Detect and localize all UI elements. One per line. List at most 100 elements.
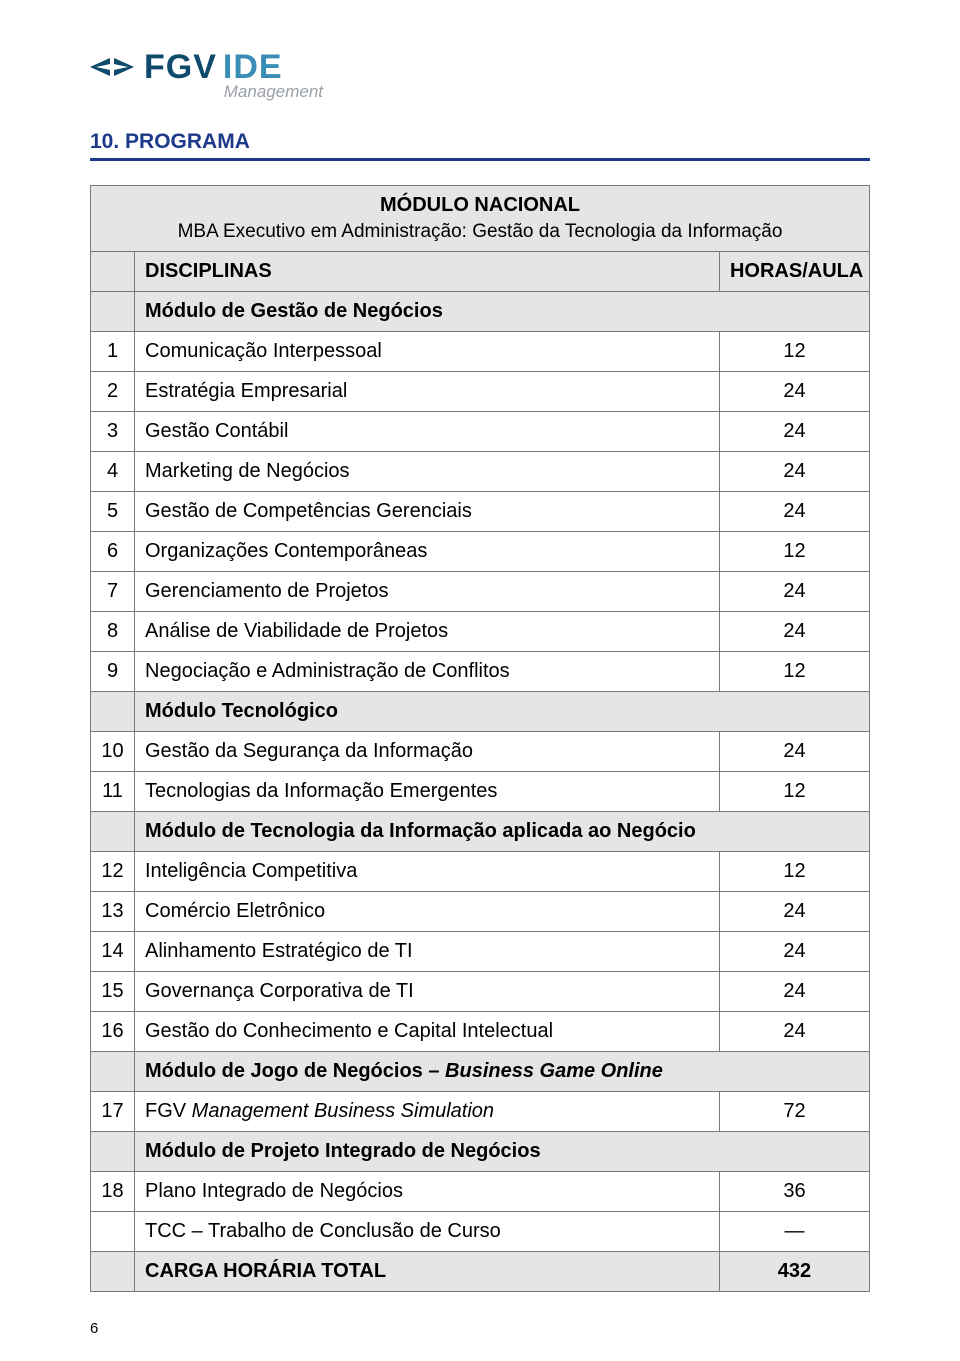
table-row: 5Gestão de Competências Gerenciais24	[91, 491, 870, 531]
row-discipline: Comércio Eletrônico	[135, 891, 720, 931]
group-header-label: Módulo Tecnológico	[135, 691, 870, 731]
table-row: 10Gestão da Segurança da Informação24	[91, 731, 870, 771]
row-hours: 24	[719, 931, 869, 971]
group-header-label: Módulo de Tecnologia da Informação aplic…	[135, 811, 870, 851]
row-number: 14	[91, 931, 135, 971]
table-row: 16Gestão do Conhecimento e Capital Intel…	[91, 1011, 870, 1051]
logo-ide: IDE	[223, 48, 283, 86]
table-row: 15Governança Corporativa de TI24	[91, 971, 870, 1011]
row-discipline: Gestão Contábil	[135, 411, 720, 451]
row-number: 10	[91, 731, 135, 771]
table-row: 1Comunicação Interpessoal12	[91, 331, 870, 371]
row-hours: 24	[719, 1011, 869, 1051]
row-number: 8	[91, 611, 135, 651]
row-discipline: Gestão de Competências Gerenciais	[135, 491, 720, 531]
table-row: 14Alinhamento Estratégico de TI24	[91, 931, 870, 971]
row-hours: 12	[719, 331, 869, 371]
logo-mark-icon	[90, 56, 136, 78]
table-row: 4Marketing de Negócios24	[91, 451, 870, 491]
row-discipline: Alinhamento Estratégico de TI	[135, 931, 720, 971]
row-discipline: Organizações Contemporâneas	[135, 531, 720, 571]
row-number: 16	[91, 1011, 135, 1051]
row-hours: 12	[719, 651, 869, 691]
logo-fgv: FGV	[144, 48, 217, 86]
column-headers-row: DISCIPLINAS HORAS/AULA	[91, 251, 870, 291]
table-row: 9Negociação e Administração de Conflitos…	[91, 651, 870, 691]
row-hours: 24	[719, 491, 869, 531]
row-discipline: Gestão do Conhecimento e Capital Intelec…	[135, 1011, 720, 1051]
module-title-row: MÓDULO NACIONAL MBA Executivo em Adminis…	[91, 186, 870, 252]
col-header-num	[91, 251, 135, 291]
total-label: CARGA HORÁRIA TOTAL	[135, 1251, 720, 1291]
row-number: 5	[91, 491, 135, 531]
group-header-num	[91, 811, 135, 851]
module-title: MÓDULO NACIONAL	[101, 192, 859, 219]
module-subtitle: MBA Executivo em Administração: Gestão d…	[101, 219, 859, 245]
group-header-row: Módulo de Tecnologia da Informação aplic…	[91, 811, 870, 851]
group-header-label: Módulo de Gestão de Negócios	[135, 291, 870, 331]
section-rule	[90, 158, 870, 161]
row-hours: 24	[719, 451, 869, 491]
table-row: 12Inteligência Competitiva12	[91, 851, 870, 891]
row-discipline: Negociação e Administração de Conflitos	[135, 651, 720, 691]
group-header-label: Módulo de Projeto Integrado de Negócios	[135, 1131, 870, 1171]
row-discipline: Gerenciamento de Projetos	[135, 571, 720, 611]
section-title: 10. PROGRAMA	[90, 130, 870, 154]
page-number: 6	[90, 1320, 98, 1337]
row-hours: 24	[719, 371, 869, 411]
row-hours: 24	[719, 611, 869, 651]
row-hours: —	[719, 1211, 869, 1251]
row-discipline: Comunicação Interpessoal	[135, 331, 720, 371]
row-discipline: Governança Corporativa de TI	[135, 971, 720, 1011]
logo-block: FGVIDE Management	[90, 50, 870, 102]
row-hours: 24	[719, 971, 869, 1011]
row-discipline: Inteligência Competitiva	[135, 851, 720, 891]
row-discipline: TCC – Trabalho de Conclusão de Curso	[135, 1211, 720, 1251]
row-hours: 12	[719, 531, 869, 571]
row-number: 4	[91, 451, 135, 491]
row-number: 17	[91, 1091, 135, 1131]
group-header-num	[91, 1131, 135, 1171]
row-hours: 12	[719, 771, 869, 811]
page: FGVIDE Management 10. PROGRAMA MÓDULO NA…	[0, 0, 960, 1361]
table-row: TCC – Trabalho de Conclusão de Curso—	[91, 1211, 870, 1251]
row-number: 11	[91, 771, 135, 811]
program-tbody: MÓDULO NACIONAL MBA Executivo em Adminis…	[91, 186, 870, 1292]
table-row: 2Estratégia Empresarial24	[91, 371, 870, 411]
group-header-row: Módulo de Gestão de Negócios	[91, 291, 870, 331]
table-row: 8Análise de Viabilidade de Projetos24	[91, 611, 870, 651]
row-number	[91, 1211, 135, 1251]
col-header-disciplinas: DISCIPLINAS	[135, 251, 720, 291]
row-discipline: Gestão da Segurança da Informação	[135, 731, 720, 771]
logo-text: FGVIDE	[144, 50, 283, 84]
group-header-num	[91, 691, 135, 731]
row-discipline: Plano Integrado de Negócios	[135, 1171, 720, 1211]
table-row: 3Gestão Contábil24	[91, 411, 870, 451]
logo-row: FGVIDE	[90, 50, 870, 84]
table-row: 17FGV Management Business Simulation72	[91, 1091, 870, 1131]
row-hours: 24	[719, 731, 869, 771]
group-header-num	[91, 291, 135, 331]
group-header-row: Módulo de Jogo de Negócios – Business Ga…	[91, 1051, 870, 1091]
group-header-label: Módulo de Jogo de Negócios – Business Ga…	[135, 1051, 870, 1091]
table-row: 7Gerenciamento de Projetos24	[91, 571, 870, 611]
group-header-row: Módulo Tecnológico	[91, 691, 870, 731]
total-num	[91, 1251, 135, 1291]
row-number: 13	[91, 891, 135, 931]
row-hours: 12	[719, 851, 869, 891]
row-hours: 24	[719, 411, 869, 451]
row-number: 9	[91, 651, 135, 691]
program-table: MÓDULO NACIONAL MBA Executivo em Adminis…	[90, 185, 870, 1292]
row-hours: 24	[719, 571, 869, 611]
col-header-horas: HORAS/AULA	[719, 251, 869, 291]
group-header-num	[91, 1051, 135, 1091]
row-number: 12	[91, 851, 135, 891]
row-number: 2	[91, 371, 135, 411]
row-hours: 24	[719, 891, 869, 931]
row-number: 15	[91, 971, 135, 1011]
row-number: 6	[91, 531, 135, 571]
row-discipline: Estratégia Empresarial	[135, 371, 720, 411]
row-discipline: FGV Management Business Simulation	[135, 1091, 720, 1131]
row-number: 3	[91, 411, 135, 451]
group-header-row: Módulo de Projeto Integrado de Negócios	[91, 1131, 870, 1171]
